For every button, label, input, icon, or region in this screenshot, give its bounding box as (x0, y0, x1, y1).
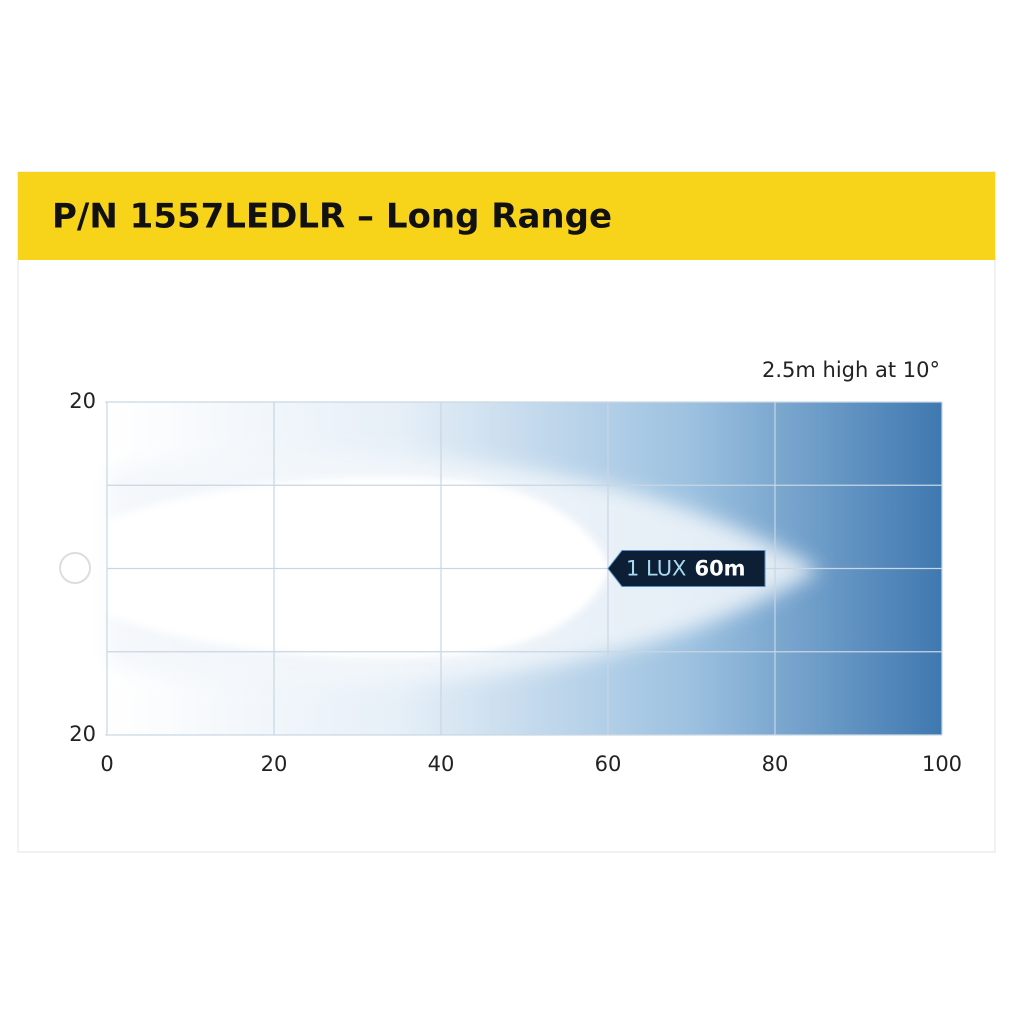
beam-inner (107, 476, 610, 659)
header-band (18, 172, 995, 260)
light-source (59, 552, 91, 584)
x-tick-label: 0 (100, 752, 113, 776)
lux-marker (607, 550, 766, 587)
x-tick-label: 100 (922, 752, 962, 776)
y-tick-label: 20 (69, 722, 96, 746)
chart-title: P/N 1557LEDLR – Long Range (52, 197, 612, 237)
y-tick-label: 20 (69, 389, 96, 413)
lux-text: 1 LUX (626, 557, 686, 581)
lux-distance: 60m (694, 557, 745, 581)
chart-subtitle: 2.5m high at 10° (762, 358, 940, 382)
x-tick-label: 60 (595, 752, 622, 776)
lux-label: 1 LUX 60m (626, 557, 746, 581)
x-tick-label: 20 (261, 752, 288, 776)
x-tick-label: 80 (762, 752, 789, 776)
x-tick-label: 40 (428, 752, 455, 776)
